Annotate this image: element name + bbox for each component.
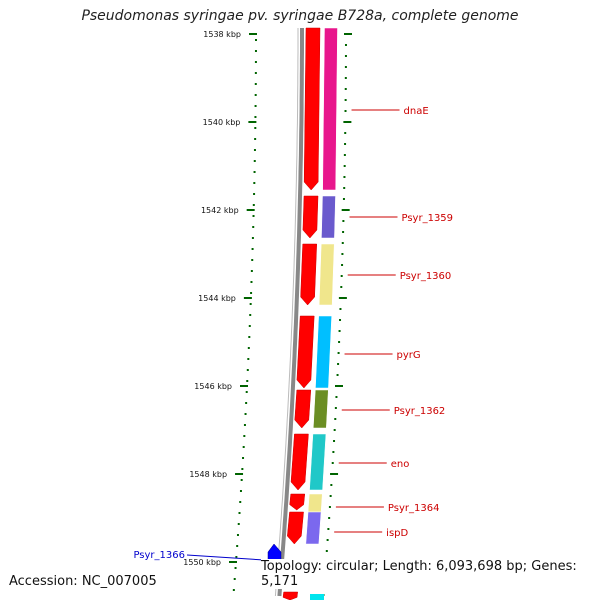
cds-strand-segment	[294, 389, 312, 429]
gene-feature-partial	[310, 594, 324, 600]
gene-label: ispD	[386, 528, 408, 539]
gene-label: pyrG	[397, 350, 421, 361]
genome-title: Pseudomonas syringae pv. syringae B728a,…	[81, 8, 519, 24]
ruler-tick-label: 1542 kbp	[201, 206, 239, 215]
ruler-tick-label: 1538 kbp	[203, 30, 241, 39]
cds-strand-segment	[282, 591, 298, 600]
genome-summary: Topology: circular; Length: 6,093,698 bp…	[261, 559, 600, 589]
ruler-tick-label: 1546 kbp	[194, 382, 232, 391]
ruler-tick-label: 1540 kbp	[203, 118, 241, 127]
ruler-tick-label: 1544 kbp	[198, 294, 236, 303]
gene-label: Psyr_1359	[401, 213, 453, 224]
gene-feature	[305, 511, 322, 545]
gene-feature	[307, 493, 323, 513]
cds-strand-segment	[303, 27, 321, 191]
genome-backbone	[277, 28, 304, 597]
gene-feature	[318, 243, 335, 306]
gene-feature	[313, 389, 329, 429]
gene-label: Psyr_1364	[388, 503, 440, 514]
ruler-tick-label: 1548 kbp	[189, 470, 227, 479]
gene-feature	[315, 315, 332, 389]
gene-feature	[309, 433, 327, 491]
genome-backbone-edge	[274, 28, 299, 597]
accession-label: Accession: NC_007005	[9, 574, 157, 589]
gene-label: Psyr_1362	[394, 406, 446, 417]
gene-label: dnaE	[404, 106, 429, 117]
cds-strand-segment	[289, 493, 306, 511]
cds-strand-segment	[296, 315, 315, 389]
cds-strand-segment	[290, 433, 309, 491]
gene-label: eno	[391, 459, 410, 470]
gene-feature	[322, 27, 338, 191]
cds-strand-segment	[300, 243, 317, 306]
ruler-tick-label: 1550 kbp	[183, 558, 221, 567]
gene-feature	[321, 195, 336, 239]
cds-strand-segment	[302, 195, 319, 239]
gene-label: Psyr_1360	[400, 271, 452, 282]
gene-label: Psyr_1366	[133, 550, 185, 561]
cds-strand-segment	[287, 511, 304, 545]
gene-label-leader	[186, 554, 265, 561]
